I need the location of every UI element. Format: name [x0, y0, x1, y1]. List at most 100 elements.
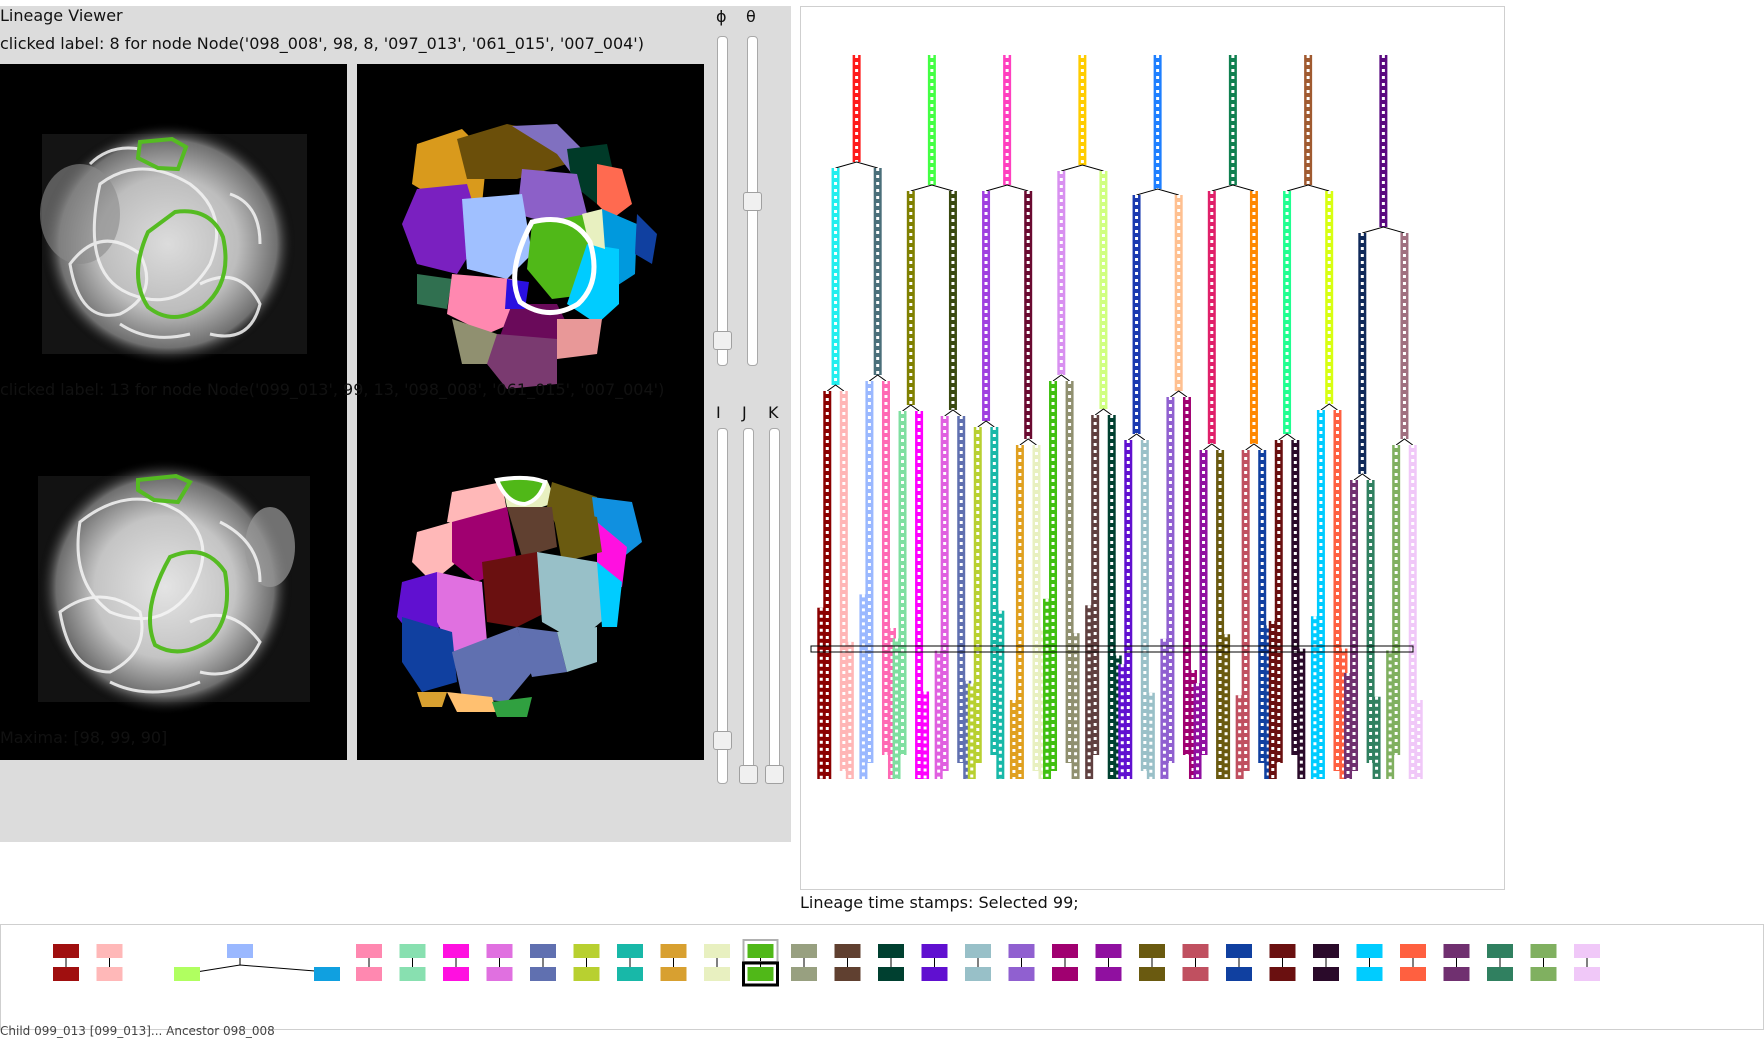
- lineage-descendant-branch[interactable]: [1118, 664, 1127, 779]
- lineage-grandchild-branch[interactable]: [1049, 381, 1058, 771]
- lineage-grandchild-branch[interactable]: [1241, 450, 1250, 771]
- i-slider[interactable]: [713, 428, 732, 784]
- lineage-descendant-branch[interactable]: [1146, 692, 1155, 779]
- cell-strip-item[interactable]: [1487, 944, 1513, 981]
- cell-strip-item[interactable]: [1400, 944, 1426, 981]
- cell-strip-item[interactable]: [878, 944, 904, 981]
- lineage-root-branch[interactable]: [852, 55, 861, 162]
- cell-strip-item[interactable]: [399, 944, 426, 981]
- lineage-descendant-branch[interactable]: [967, 683, 976, 780]
- cell-strip-item[interactable]: [1530, 944, 1557, 981]
- lineage-grandchild-branch[interactable]: [1032, 445, 1041, 771]
- lineage-root-branch[interactable]: [927, 55, 936, 185]
- lineage-child-branch[interactable]: [906, 191, 915, 405]
- lineage-root-branch[interactable]: [1153, 55, 1162, 189]
- lineage-descendant-branch[interactable]: [996, 610, 1005, 779]
- lineage-grandchild-branch[interactable]: [823, 391, 832, 779]
- cell-strip-item[interactable]: [486, 944, 513, 981]
- lineage-child-branch[interactable]: [1174, 195, 1183, 391]
- lineage-descendant-branch[interactable]: [1009, 700, 1018, 779]
- cell-strip-item[interactable]: [1443, 944, 1470, 981]
- lineage-descendant-branch[interactable]: [1414, 700, 1423, 779]
- lineage-child-branch[interactable]: [1283, 191, 1292, 434]
- cell-strip-item[interactable]: [1182, 944, 1209, 981]
- cell-strip-item[interactable]: [1139, 944, 1165, 981]
- lineage-tree-canvas[interactable]: [801, 7, 1504, 889]
- lineage-descendant-branch[interactable]: [1372, 696, 1381, 779]
- lineage-grandchild-branch[interactable]: [1291, 440, 1300, 755]
- k-slider-thumb[interactable]: [765, 765, 784, 784]
- cell-strip-item[interactable]: [1226, 944, 1252, 981]
- theta-slider[interactable]: [743, 36, 762, 366]
- lineage-descendant-branch[interactable]: [817, 607, 826, 779]
- lineage-grandchild-branch[interactable]: [1124, 440, 1133, 779]
- cell-strip-item[interactable]: [1008, 944, 1035, 981]
- lineage-descendant-branch[interactable]: [892, 638, 901, 780]
- cell-strip-item[interactable]: [704, 944, 730, 981]
- phi-slider[interactable]: [713, 36, 732, 366]
- cell-strip-item[interactable]: [921, 944, 948, 981]
- lineage-child-branch[interactable]: [1132, 195, 1141, 434]
- cell-strip-item-selected[interactable]: [742, 939, 779, 987]
- lineage-grandchild-branch[interactable]: [940, 416, 949, 771]
- lineage-grandchild-branch[interactable]: [957, 416, 966, 763]
- lineage-descendant-branch[interactable]: [1071, 633, 1080, 779]
- lineage-grandchild-branch[interactable]: [973, 427, 982, 763]
- lineage-grandchild-branch[interactable]: [1366, 480, 1375, 763]
- bottom-raw-image[interactable]: [0, 412, 347, 760]
- lineage-child-branch[interactable]: [873, 168, 882, 375]
- cell-strip-item[interactable]: [965, 944, 991, 981]
- lineage-descendant-branch[interactable]: [1043, 598, 1052, 779]
- lineage-descendant-branch[interactable]: [859, 594, 868, 779]
- cell-strip-item[interactable]: [53, 944, 79, 981]
- lineage-grandchild-branch[interactable]: [915, 411, 924, 779]
- lineage-descendant-branch[interactable]: [1038, 627, 1047, 779]
- cell-strip-item[interactable]: [443, 944, 469, 981]
- lineage-root-branch[interactable]: [1228, 55, 1237, 185]
- cell-strip-item[interactable]: [834, 944, 861, 981]
- lineage-grandchild-branch[interactable]: [881, 381, 890, 755]
- lineage-descendant-branch[interactable]: [1386, 650, 1395, 779]
- top-raw-image[interactable]: [0, 64, 347, 412]
- top-segmentation-image[interactable]: [357, 64, 704, 412]
- lineage-grandchild-branch[interactable]: [1065, 381, 1074, 763]
- lineage-grandchild-branch[interactable]: [1258, 450, 1267, 763]
- lineage-child-branch[interactable]: [1325, 191, 1334, 404]
- lineage-child-branch[interactable]: [948, 191, 957, 410]
- lineage-descendant-branch[interactable]: [887, 628, 896, 779]
- lineage-descendant-branch[interactable]: [1222, 634, 1231, 779]
- phi-slider-thumb[interactable]: [713, 331, 732, 351]
- lineage-root-branch[interactable]: [1379, 55, 1388, 227]
- lineage-grandchild-branch[interactable]: [898, 411, 907, 755]
- j-slider[interactable]: [739, 428, 758, 784]
- lineage-child-branch[interactable]: [1024, 191, 1033, 439]
- lineage-descendant-branch[interactable]: [1310, 616, 1319, 779]
- lineage-grandchild-branch[interactable]: [1216, 450, 1225, 779]
- k-slider[interactable]: [765, 428, 784, 784]
- lineage-descendant-branch[interactable]: [1268, 620, 1277, 779]
- lineage-child-branch[interactable]: [1358, 233, 1367, 474]
- cell-strip-item[interactable]: [1052, 944, 1078, 981]
- lineage-child-branch[interactable]: [831, 168, 840, 385]
- lineage-grandchild-branch[interactable]: [1316, 410, 1325, 779]
- lineage-descendant-branch[interactable]: [845, 641, 854, 779]
- cell-strip-item[interactable]: [660, 944, 687, 981]
- i-slider-thumb[interactable]: [713, 731, 732, 751]
- lineage-time-marker[interactable]: [810, 645, 1414, 653]
- lineage-root-branch[interactable]: [1003, 55, 1012, 185]
- lineage-grandchild-branch[interactable]: [1274, 440, 1283, 763]
- lineage-grandchild-branch[interactable]: [1107, 415, 1116, 779]
- lineage-grandchild-branch[interactable]: [1333, 410, 1342, 771]
- cell-strip-item[interactable]: [791, 944, 817, 981]
- lineage-grandchild-branch[interactable]: [839, 391, 848, 771]
- cell-strip-item[interactable]: [1095, 944, 1122, 981]
- lineage-grandchild-branch[interactable]: [990, 427, 999, 755]
- lineage-descendant-branch[interactable]: [1188, 670, 1197, 779]
- cell-strip[interactable]: [0, 924, 1764, 1030]
- lineage-child-branch[interactable]: [1207, 191, 1216, 444]
- lineage-descendant-branch[interactable]: [1297, 648, 1306, 779]
- lineage-tree-panel[interactable]: [800, 6, 1505, 890]
- cell-strip-item[interactable]: [530, 944, 556, 981]
- lineage-descendant-branch[interactable]: [1085, 605, 1094, 779]
- lineage-descendant-branch[interactable]: [1344, 673, 1353, 779]
